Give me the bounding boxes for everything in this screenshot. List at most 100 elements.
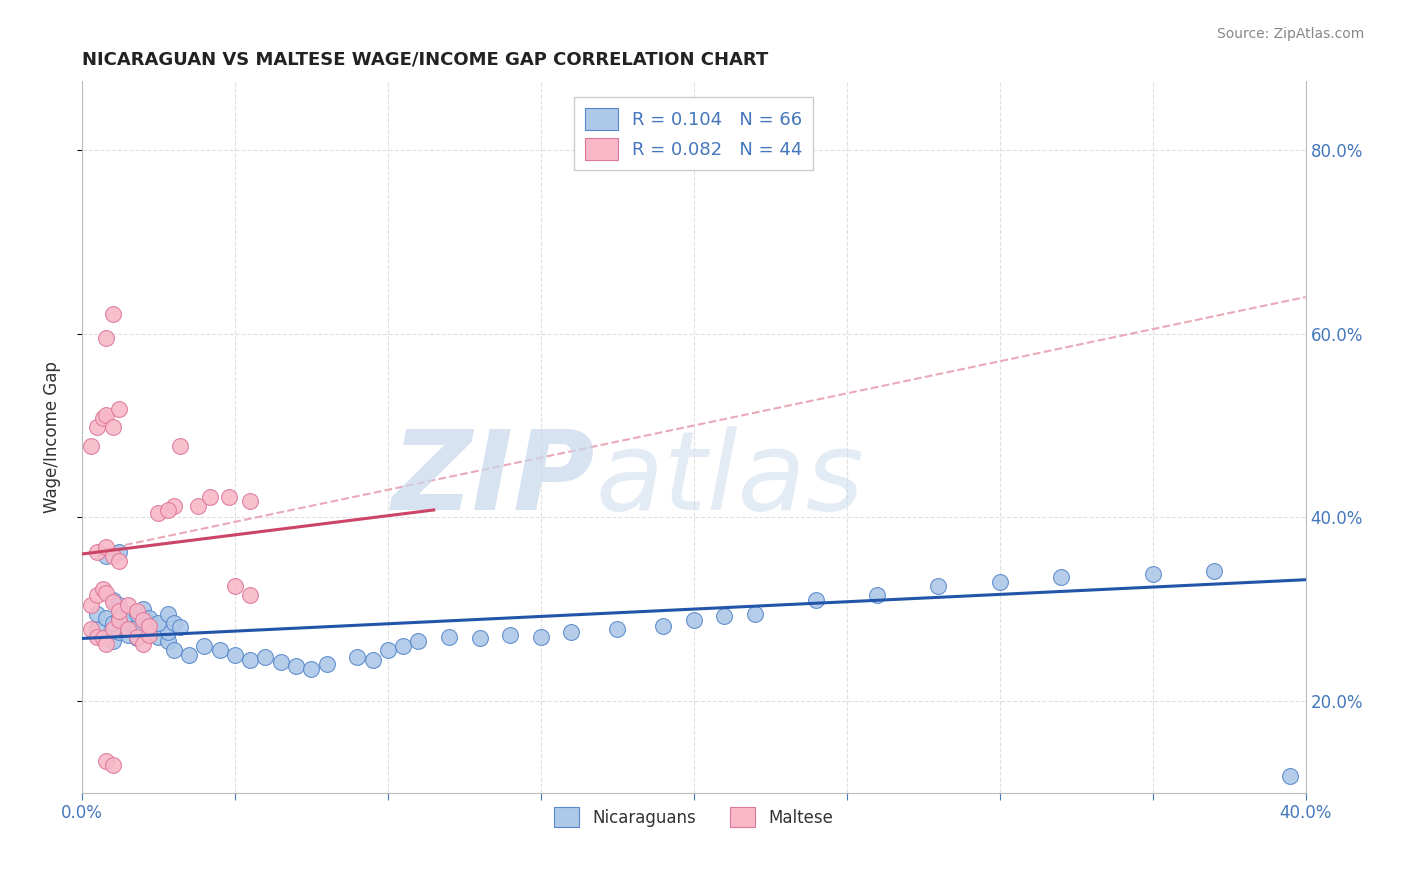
Point bbox=[101, 595, 124, 609]
Point bbox=[86, 420, 108, 434]
Point bbox=[148, 630, 170, 644]
Point bbox=[177, 648, 200, 662]
Point bbox=[377, 643, 399, 657]
Point bbox=[125, 620, 148, 634]
Point bbox=[148, 615, 170, 630]
Point bbox=[86, 588, 108, 602]
Point bbox=[437, 630, 460, 644]
Text: NICARAGUAN VS MALTESE WAGE/INCOME GAP CORRELATION CHART: NICARAGUAN VS MALTESE WAGE/INCOME GAP CO… bbox=[82, 51, 768, 69]
Point bbox=[560, 625, 582, 640]
Point bbox=[138, 618, 160, 632]
Point bbox=[101, 549, 124, 563]
Text: Source: ZipAtlas.com: Source: ZipAtlas.com bbox=[1216, 27, 1364, 41]
Point bbox=[107, 613, 129, 627]
Point bbox=[117, 622, 139, 636]
Point bbox=[107, 611, 129, 625]
Point bbox=[93, 582, 115, 596]
Point bbox=[93, 411, 115, 425]
Point bbox=[187, 500, 209, 514]
Point bbox=[408, 634, 430, 648]
Point bbox=[148, 506, 170, 520]
Point bbox=[682, 613, 704, 627]
Point bbox=[96, 549, 118, 563]
Point bbox=[866, 588, 889, 602]
Point bbox=[132, 637, 155, 651]
Point bbox=[101, 593, 124, 607]
Point bbox=[224, 648, 246, 662]
Point bbox=[132, 602, 155, 616]
Point bbox=[132, 620, 155, 634]
Point bbox=[93, 632, 115, 646]
Point bbox=[138, 625, 160, 640]
Point bbox=[125, 632, 148, 646]
Point bbox=[138, 628, 160, 642]
Point bbox=[101, 615, 124, 630]
Point bbox=[156, 607, 179, 621]
Point bbox=[125, 607, 148, 621]
Point bbox=[218, 490, 240, 504]
Point bbox=[117, 628, 139, 642]
Point bbox=[96, 331, 118, 345]
Point bbox=[86, 622, 108, 636]
Point bbox=[169, 620, 191, 634]
Point bbox=[138, 611, 160, 625]
Legend: Nicaraguans, Maltese: Nicaraguans, Maltese bbox=[548, 800, 839, 834]
Point bbox=[117, 598, 139, 612]
Point bbox=[156, 503, 179, 517]
Point bbox=[80, 439, 103, 453]
Point bbox=[80, 598, 103, 612]
Point bbox=[392, 639, 415, 653]
Point bbox=[239, 588, 262, 602]
Point bbox=[107, 554, 129, 568]
Point bbox=[346, 649, 368, 664]
Point bbox=[163, 643, 186, 657]
Point bbox=[101, 622, 124, 636]
Point bbox=[361, 652, 384, 666]
Point bbox=[156, 625, 179, 640]
Point bbox=[132, 613, 155, 627]
Y-axis label: Wage/Income Gap: Wage/Income Gap bbox=[44, 361, 60, 513]
Point bbox=[239, 652, 262, 666]
Point bbox=[804, 593, 827, 607]
Point bbox=[86, 630, 108, 644]
Point bbox=[927, 579, 949, 593]
Text: atlas: atlas bbox=[596, 426, 865, 533]
Point bbox=[713, 609, 735, 624]
Point bbox=[101, 634, 124, 648]
Point bbox=[80, 622, 103, 636]
Point bbox=[606, 622, 628, 636]
Point bbox=[1202, 564, 1225, 578]
Point bbox=[107, 402, 129, 417]
Point bbox=[132, 611, 155, 625]
Point bbox=[156, 634, 179, 648]
Point bbox=[193, 639, 215, 653]
Point bbox=[163, 615, 186, 630]
Point bbox=[148, 620, 170, 634]
Point bbox=[499, 628, 522, 642]
Point bbox=[254, 649, 277, 664]
Point bbox=[96, 408, 118, 422]
Point bbox=[530, 630, 553, 644]
Point bbox=[315, 657, 337, 672]
Point bbox=[285, 659, 308, 673]
Point bbox=[107, 625, 129, 640]
Point bbox=[125, 630, 148, 644]
Point bbox=[101, 758, 124, 772]
Point bbox=[101, 307, 124, 321]
Point bbox=[224, 579, 246, 593]
Point bbox=[1279, 769, 1302, 783]
Point bbox=[96, 611, 118, 625]
Point bbox=[988, 574, 1011, 589]
Point bbox=[117, 607, 139, 621]
Point bbox=[744, 607, 766, 621]
Point bbox=[101, 420, 124, 434]
Point bbox=[96, 585, 118, 599]
Point bbox=[96, 540, 118, 554]
Point bbox=[96, 754, 118, 768]
Point bbox=[299, 662, 322, 676]
Text: ZIP: ZIP bbox=[392, 426, 596, 533]
Point bbox=[86, 607, 108, 621]
Point bbox=[107, 604, 129, 618]
Point bbox=[1049, 570, 1071, 584]
Point bbox=[239, 493, 262, 508]
